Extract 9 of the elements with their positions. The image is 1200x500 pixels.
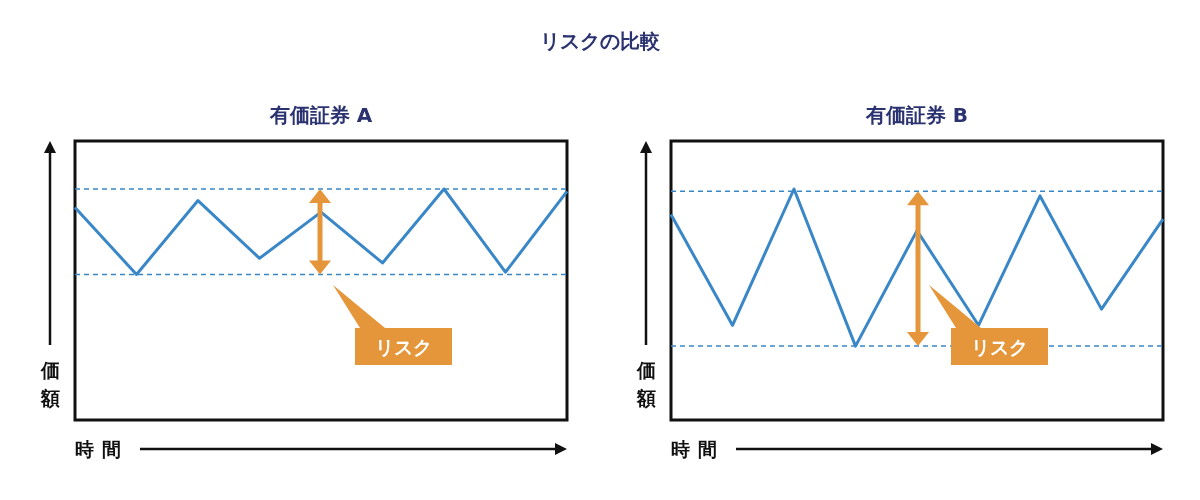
x-axis-title: 時間 [75,438,129,460]
text: リスクの比較 [540,29,661,53]
chart-title: 有価証券 A [268,103,373,127]
y-axis-title: 価額 [635,359,656,409]
y-axis-title: 価額 [39,359,60,409]
chart-title: 有価証券 B [864,103,969,127]
annotation: リスク [374,336,432,358]
x-axis-title: 時間 [671,438,725,460]
annotation: リスク [970,336,1028,358]
